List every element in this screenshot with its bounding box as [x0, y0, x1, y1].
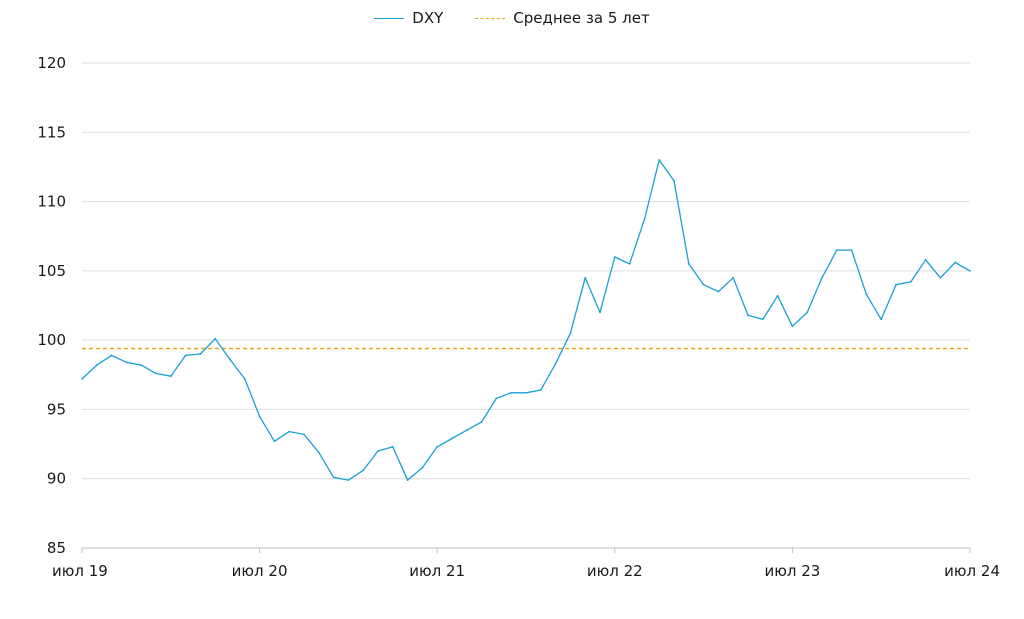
x-tick-label: июл 20: [232, 562, 288, 580]
y-tick-label: 120: [37, 54, 66, 72]
data-point-dxy: [421, 466, 424, 469]
data-point-dxy: [584, 276, 587, 279]
data-point-dxy: [702, 283, 705, 286]
data-point-dxy: [495, 397, 498, 400]
data-point-dxy: [732, 276, 735, 279]
x-tick-label: июл 23: [764, 562, 820, 580]
data-point-dxy: [391, 445, 394, 448]
data-point-dxy: [821, 276, 823, 279]
data-point-dxy: [273, 440, 276, 443]
data-point-dxy: [806, 311, 809, 314]
legend-label-average: Среднее за 5 лет: [513, 9, 650, 27]
legend-label-dxy: DXY: [412, 9, 444, 27]
y-tick-label: 105: [37, 262, 66, 280]
data-point-dxy: [81, 378, 83, 380]
data-point-dxy: [613, 256, 616, 258]
data-point-dxy: [303, 433, 305, 436]
legend: DXY Среднее за 5 лет: [0, 9, 1024, 27]
data-point-dxy: [909, 281, 912, 283]
data-point-dxy: [687, 263, 690, 265]
data-point-dxy: [658, 159, 661, 161]
y-tick-label: 85: [47, 539, 66, 557]
y-axis: 85 90 95 100 105 110 115 120: [37, 54, 66, 557]
y-tick-label: 115: [37, 123, 66, 141]
data-point-dxy: [924, 258, 927, 261]
data-point-dxy: [362, 469, 365, 472]
data-point-dxy: [628, 263, 631, 265]
x-tick-label: июл 21: [409, 562, 465, 580]
data-point-dxy: [436, 445, 439, 448]
data-point-dxy: [377, 450, 379, 452]
data-point-dxy: [865, 293, 868, 296]
y-tick-label: 95: [47, 400, 66, 418]
data-point-dxy: [155, 372, 157, 375]
data-point-dxy: [110, 354, 113, 357]
gridlines: [82, 62, 970, 549]
data-point-dxy: [791, 325, 794, 328]
data-point-dxy: [776, 294, 779, 297]
data-point-dxy: [939, 276, 942, 279]
data-point-dxy: [317, 451, 320, 454]
legend-item-average: Среднее за 5 лет: [475, 9, 650, 27]
data-point-dxy: [332, 476, 335, 479]
data-point-dxy: [451, 437, 453, 440]
x-axis: июл 19 июл 20 июл 21 июл 22 июл 23 июл 24: [52, 548, 1000, 580]
data-point-dxy: [229, 358, 231, 361]
data-point-dxy: [140, 364, 143, 366]
legend-item-dxy: DXY: [374, 9, 443, 27]
data-point-dxy: [717, 290, 720, 293]
data-point-dxy: [258, 415, 261, 418]
legend-swatch-average: [475, 17, 506, 19]
data-point-dxy: [835, 249, 838, 252]
data-point-dxy: [288, 430, 291, 433]
data-point-dxy: [673, 179, 675, 182]
data-point-dxy: [599, 311, 601, 314]
data-point-dxy: [539, 389, 542, 391]
data-point-dxy: [95, 364, 98, 366]
y-tick-label: 110: [37, 193, 66, 211]
data-point-dxy: [525, 391, 527, 394]
data-point-dxy: [214, 337, 217, 340]
data-point-dxy: [643, 218, 646, 221]
data-point-dxy: [850, 249, 853, 252]
data-point-dxy: [406, 479, 409, 481]
data-point-dxy: [125, 361, 128, 364]
data-point-dxy: [480, 421, 483, 423]
data-point-dxy: [199, 353, 202, 355]
data-point-dxy: [880, 318, 883, 321]
data-point-dxy: [569, 332, 572, 335]
data-point-dxy: [969, 270, 971, 272]
data-point-dxy: [510, 391, 513, 394]
data-point-dxy: [465, 429, 468, 432]
data-point-dxy: [954, 261, 957, 264]
data-point-dxy: [554, 362, 557, 365]
y-tick-label: 100: [37, 331, 66, 349]
legend-swatch-dxy: [374, 17, 405, 19]
data-point-dxy: [243, 378, 246, 380]
series-line-dxy: [81, 159, 971, 481]
x-tick-label: июл 22: [587, 562, 643, 580]
y-tick-label: 90: [47, 470, 66, 488]
data-point-dxy: [895, 283, 897, 286]
data-point-dxy: [169, 375, 172, 378]
data-point-dxy: [747, 314, 749, 317]
data-point-dxy: [761, 318, 764, 321]
x-tick-label: июл 24: [944, 562, 1000, 580]
data-point-dxy: [184, 354, 187, 357]
series: [81, 159, 971, 481]
x-tick-label: июл 19: [52, 562, 108, 580]
data-point-dxy: [347, 479, 350, 481]
